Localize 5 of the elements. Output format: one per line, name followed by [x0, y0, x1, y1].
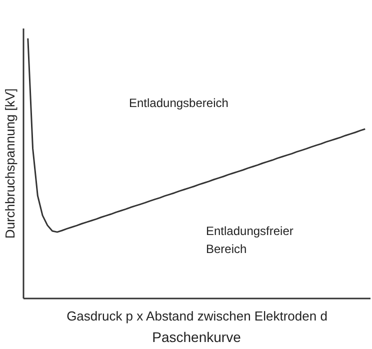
annotation: Entladungsfreier Bereich — [206, 224, 294, 256]
annotation: Entladungsbereich — [129, 96, 228, 110]
x-axis-title: Gasdruck p x Abstand zwischen Elektroden d — [66, 308, 328, 324]
text: Paschenkurve — [152, 329, 242, 345]
y-axis-title: Durchbruchspannung [kV] — [2, 88, 18, 239]
